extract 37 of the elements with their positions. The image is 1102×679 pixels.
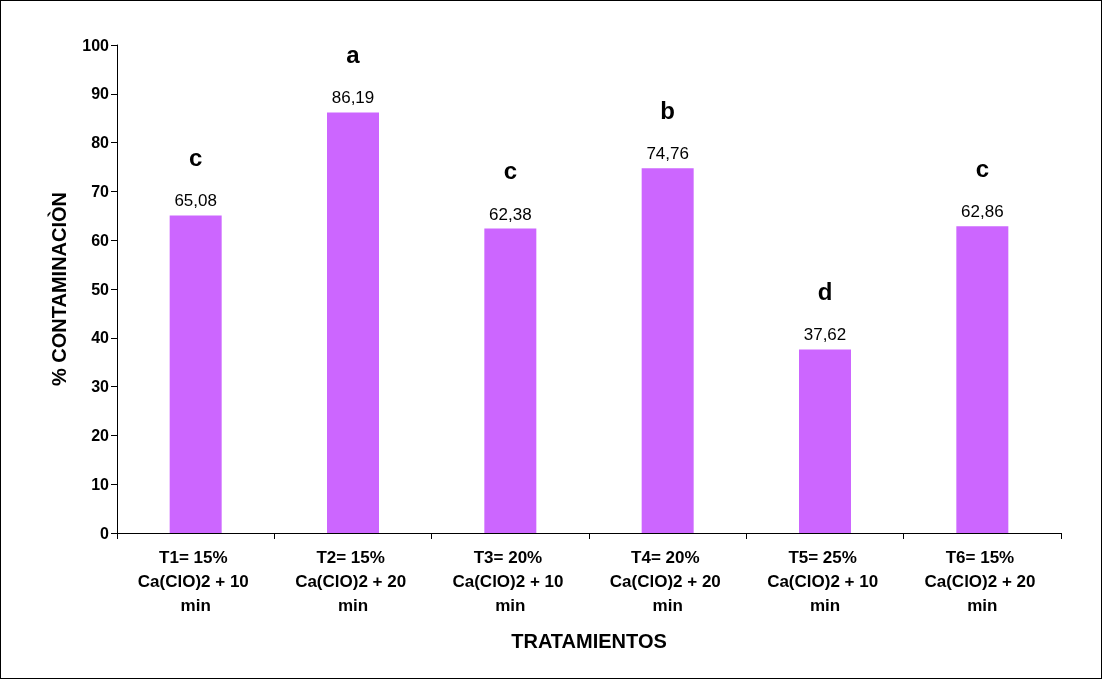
y-tick-label: 50: [91, 280, 110, 298]
data-label: 37,62: [803, 325, 847, 345]
bar: [956, 226, 1009, 533]
y-tick-label: 40: [91, 329, 110, 347]
x-axis-title: TRATAMIENTOS: [511, 630, 667, 652]
bar: [169, 215, 222, 533]
annotation: a: [346, 40, 361, 68]
data-label: 74,76: [646, 144, 689, 164]
y-tick-label: 60: [91, 231, 110, 249]
x-tick-label: T2= 15% Ca(ClO)2 + 20 min: [295, 547, 411, 615]
y-tick-label: 0: [100, 524, 110, 542]
y-axis-title: % CONTAMINACIÒN: [47, 191, 70, 387]
bar: [327, 112, 379, 533]
annotation: b: [660, 96, 675, 124]
y-tick-label: 80: [91, 134, 110, 152]
annotation: c: [188, 143, 203, 171]
x-tick-label: T4= 20% Ca(ClO)2 + 20 min: [609, 547, 726, 615]
y-tick-label: 10: [91, 475, 110, 493]
annotation: c: [975, 154, 990, 182]
bar: [799, 349, 851, 533]
bar: [484, 228, 537, 533]
y-tick-label: 70: [91, 182, 110, 200]
y-tick-label: 90: [91, 85, 110, 103]
y-tick-label: 30: [91, 378, 110, 396]
bar: [641, 168, 694, 533]
annotation: c: [503, 157, 518, 185]
x-tick-label: T6= 15% Ca(ClO)2 + 20 min: [924, 547, 1041, 615]
data-label: 62,38: [489, 204, 532, 224]
y-tick-label: 20: [91, 426, 110, 444]
annotation: d: [817, 277, 833, 305]
x-tick-label: T3= 20% Ca(ClO)2 + 10 min: [452, 547, 569, 615]
x-tick-label: T1= 15% Ca(ClO)2 + 10 min: [137, 547, 254, 615]
data-label: 65,08: [174, 191, 217, 211]
data-label: 62,86: [961, 202, 1004, 222]
y-tick-label: 100: [82, 36, 110, 54]
data-label: 86,19: [331, 88, 375, 108]
x-tick-label: T5= 25% Ca(ClO)2 + 10 min: [767, 547, 883, 615]
